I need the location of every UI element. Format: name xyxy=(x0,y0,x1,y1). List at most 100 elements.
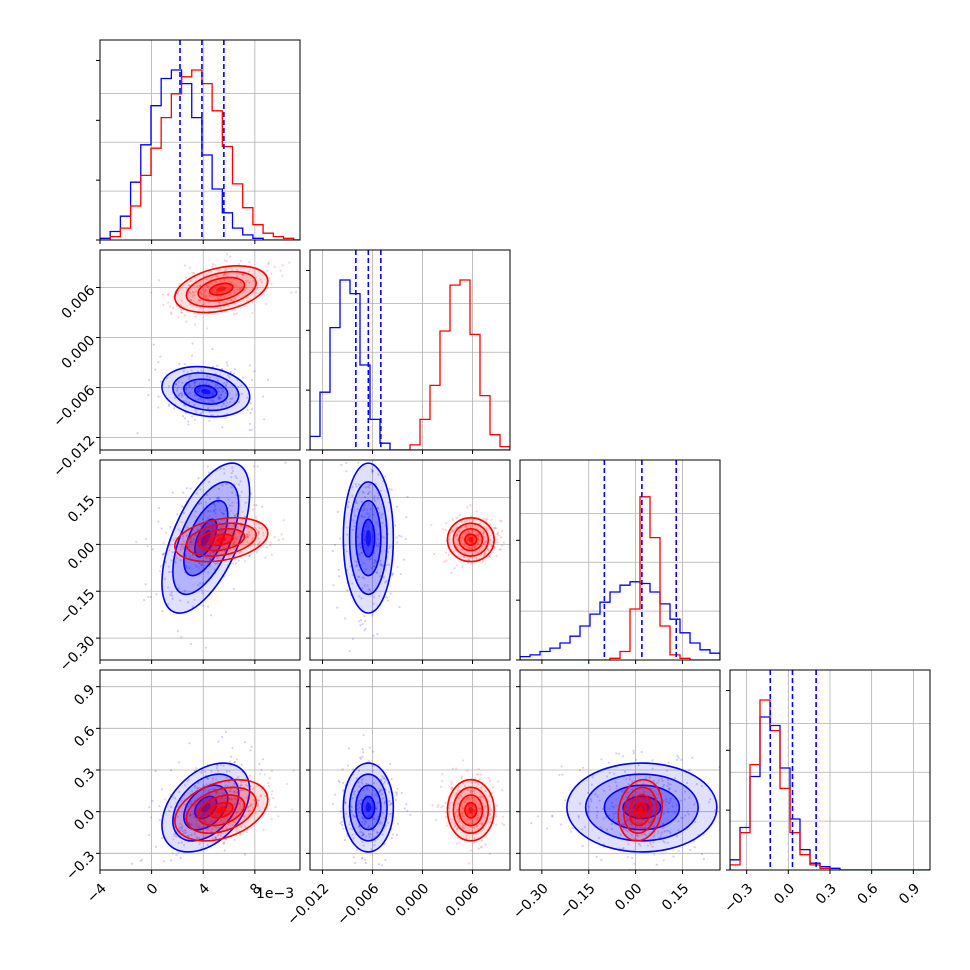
sample-point xyxy=(258,762,261,766)
sample-point xyxy=(639,844,642,847)
sample-point xyxy=(433,552,436,555)
sample-point xyxy=(216,292,219,295)
sample-point xyxy=(375,794,379,797)
sample-point xyxy=(230,755,233,758)
sample-point xyxy=(352,814,355,817)
sample-point xyxy=(223,259,226,262)
sample-point xyxy=(551,815,554,818)
sample-point xyxy=(152,343,155,346)
sample-point xyxy=(208,480,211,484)
sample-point xyxy=(646,804,649,807)
sample-point xyxy=(653,833,656,836)
sample-point xyxy=(371,810,374,813)
sample-point xyxy=(198,562,201,565)
sample-point xyxy=(625,816,628,819)
sample-point xyxy=(168,593,172,596)
sample-point xyxy=(189,538,192,541)
sample-point xyxy=(178,529,182,532)
sample-point xyxy=(372,602,375,605)
sample-point xyxy=(638,804,641,807)
sample-point xyxy=(460,812,463,815)
sample-point xyxy=(187,377,191,380)
sample-point xyxy=(196,390,200,394)
sample-point xyxy=(469,849,472,852)
sample-point xyxy=(189,291,192,295)
sample-point xyxy=(473,837,476,840)
sample-point xyxy=(375,521,378,524)
sample-point xyxy=(259,795,262,798)
sample-point xyxy=(233,797,237,801)
sample-point xyxy=(202,813,205,816)
sample-point xyxy=(198,842,201,845)
sample-point xyxy=(246,828,249,832)
sample-point xyxy=(395,536,398,539)
sample-point xyxy=(251,806,255,809)
sample-point xyxy=(144,537,148,540)
sample-point xyxy=(215,515,218,518)
sample-point xyxy=(336,510,339,514)
sample-point xyxy=(273,265,276,268)
sample-point xyxy=(154,368,157,371)
sample-point xyxy=(473,546,476,549)
sample-point xyxy=(646,794,649,797)
sample-point xyxy=(216,383,219,386)
sample-point xyxy=(372,551,375,554)
sample-point xyxy=(220,797,224,800)
sample-point xyxy=(350,811,353,814)
sample-point xyxy=(169,525,172,529)
sample-point xyxy=(183,829,187,832)
sample-point xyxy=(277,815,280,818)
sample-point xyxy=(266,287,269,290)
sample-point xyxy=(246,533,249,536)
sample-point xyxy=(630,780,634,783)
sample-point xyxy=(663,825,666,828)
sample-point xyxy=(183,809,186,813)
sample-point xyxy=(611,805,614,808)
sample-point xyxy=(179,856,182,859)
sample-point xyxy=(170,805,173,809)
sample-point xyxy=(707,801,711,804)
sample-point xyxy=(206,516,209,519)
density-fill xyxy=(365,529,372,547)
sample-point xyxy=(182,546,185,549)
sample-point xyxy=(151,799,154,802)
sample-point xyxy=(395,505,399,508)
sample-point xyxy=(199,412,202,415)
sample-point xyxy=(360,551,363,555)
sample-point xyxy=(219,386,223,389)
sample-point xyxy=(215,766,218,769)
sample-point xyxy=(495,527,498,530)
sample-point xyxy=(455,842,458,845)
sample-point xyxy=(478,551,481,554)
sample-point xyxy=(623,770,627,773)
sample-point xyxy=(501,529,504,532)
sample-point xyxy=(500,536,503,539)
sample-point xyxy=(473,810,476,813)
sample-point xyxy=(183,399,186,403)
sample-point xyxy=(644,816,647,819)
sample-point xyxy=(195,565,198,568)
sample-point xyxy=(455,533,459,536)
sample-point xyxy=(230,486,233,489)
sample-point xyxy=(204,295,207,298)
sample-point xyxy=(605,883,607,885)
sample-point xyxy=(178,790,181,794)
sample-point xyxy=(209,510,212,513)
sample-point xyxy=(341,768,344,771)
sample-point xyxy=(364,568,368,571)
x-tick-label: 0.15 xyxy=(659,881,692,914)
sample-point xyxy=(351,494,354,497)
sample-point xyxy=(222,403,225,406)
sample-point xyxy=(197,476,200,480)
sample-point xyxy=(199,556,202,560)
sample-point xyxy=(172,838,175,841)
sample-point xyxy=(214,291,217,294)
sample-point xyxy=(361,782,364,786)
sample-point xyxy=(344,801,347,804)
sample-point xyxy=(476,534,479,537)
sample-point xyxy=(221,827,224,830)
sample-point xyxy=(444,528,448,532)
sample-point xyxy=(225,268,228,271)
sample-point xyxy=(368,558,371,561)
sample-point xyxy=(159,380,162,383)
